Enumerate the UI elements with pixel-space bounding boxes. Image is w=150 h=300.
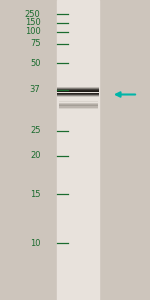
Bar [57, 0, 99, 300]
Bar [57, 94, 99, 95]
Text: 10: 10 [30, 238, 40, 247]
Text: 25: 25 [30, 126, 40, 135]
Text: 75: 75 [30, 39, 40, 48]
Text: 37: 37 [30, 85, 40, 94]
Text: 150: 150 [25, 18, 40, 27]
Text: 20: 20 [30, 152, 40, 160]
Bar [58, 105, 98, 106]
Bar [58, 108, 98, 109]
Text: 15: 15 [30, 190, 40, 199]
Bar [58, 104, 98, 105]
Text: 250: 250 [25, 10, 40, 19]
Bar [57, 88, 99, 89]
Bar [58, 101, 98, 102]
Text: 100: 100 [25, 27, 40, 36]
Bar [57, 87, 99, 88]
Bar [57, 96, 99, 97]
Bar [58, 106, 98, 108]
Bar [57, 90, 99, 91]
Text: 50: 50 [30, 58, 40, 68]
Bar [57, 89, 99, 90]
Bar [57, 92, 99, 94]
Bar [57, 95, 99, 96]
